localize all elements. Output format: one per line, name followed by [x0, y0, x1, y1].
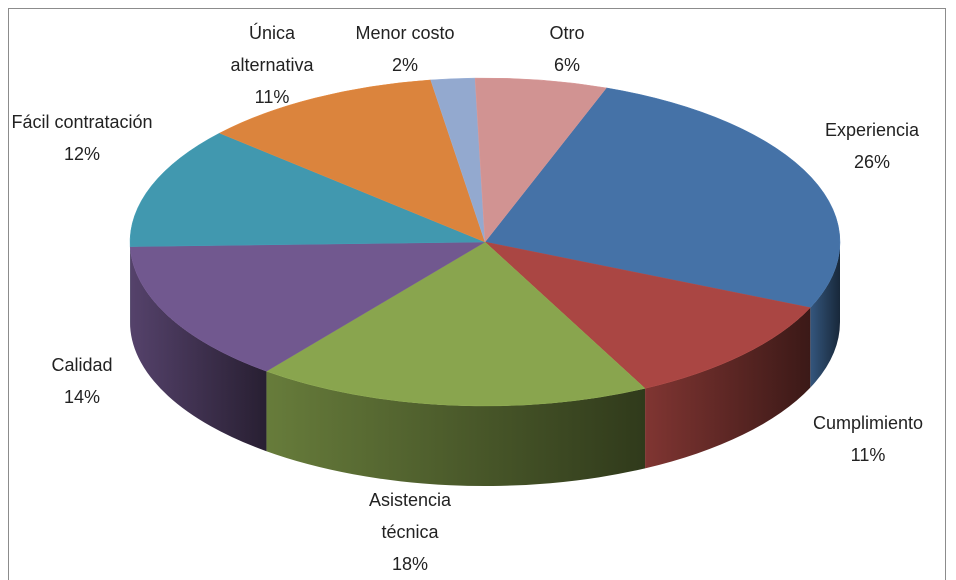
data-label: Cumplimiento 11% [788, 407, 948, 471]
data-label: Otro 6% [527, 17, 607, 81]
category-label: Asistencia técnica [368, 490, 452, 542]
slice [474, 77, 607, 243]
category-label: Calidad [51, 355, 113, 375]
category-label: Única alternativa [230, 23, 314, 75]
data-label: Calidad 14% [32, 349, 132, 413]
value-label: 11% [850, 445, 886, 465]
category-label: Experiencia [824, 120, 920, 140]
value-label: 26% [853, 152, 891, 172]
slice [129, 132, 486, 247]
data-label: Experiencia 26% [802, 114, 942, 178]
slice [484, 241, 811, 389]
value-label: 12% [63, 144, 101, 164]
slice [218, 79, 486, 243]
value-label: 11% [254, 87, 290, 107]
slice-side [645, 307, 811, 469]
value-label: 6% [553, 55, 580, 75]
value-label: 14% [63, 387, 101, 407]
value-label: 2% [391, 55, 418, 75]
data-label: Fácil contratación 12% [7, 106, 157, 170]
slice [265, 241, 646, 407]
chart-frame [8, 8, 946, 580]
slice-side [810, 242, 840, 388]
category-label: Fácil contratación [11, 112, 153, 132]
slice [484, 87, 841, 308]
value-label: 18% [391, 554, 429, 574]
slice [129, 241, 486, 372]
category-label: Menor costo [355, 23, 455, 43]
category-label: Cumplimiento [812, 413, 924, 433]
data-label: Asistencia técnica 18% [360, 484, 460, 580]
data-label: Menor costo 2% [330, 17, 480, 81]
category-label: Otro [549, 23, 585, 43]
data-label: Única alternativa 11% [217, 17, 327, 113]
slice-side [266, 371, 646, 486]
slice-side [130, 246, 267, 452]
